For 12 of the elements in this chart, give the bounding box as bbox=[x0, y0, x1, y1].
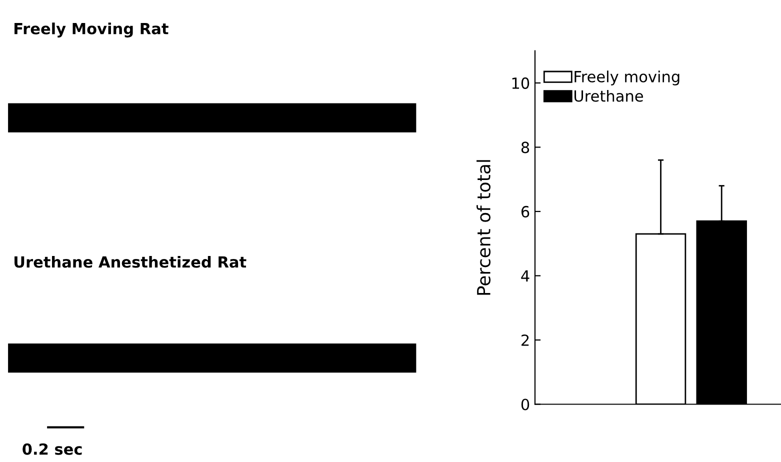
text: Freely Moving Rat bbox=[14, 22, 168, 38]
y-tick-label: 8 bbox=[521, 142, 530, 154]
y-tick-label: 0 bbox=[521, 398, 530, 410]
y-tick-label: 6 bbox=[521, 206, 530, 218]
y-axis-title: Percent of total bbox=[476, 160, 491, 295]
text: Urethane Anesthetized Rat bbox=[14, 256, 246, 268]
y-tick-label: 4 bbox=[521, 270, 530, 282]
legend-label: Freely moving bbox=[574, 70, 680, 86]
y-tick-label: 10 bbox=[512, 77, 530, 89]
text: 0.2 sec bbox=[22, 443, 82, 455]
legend-label: Urethane bbox=[574, 90, 644, 102]
y-tick-label: 2 bbox=[522, 334, 529, 346]
